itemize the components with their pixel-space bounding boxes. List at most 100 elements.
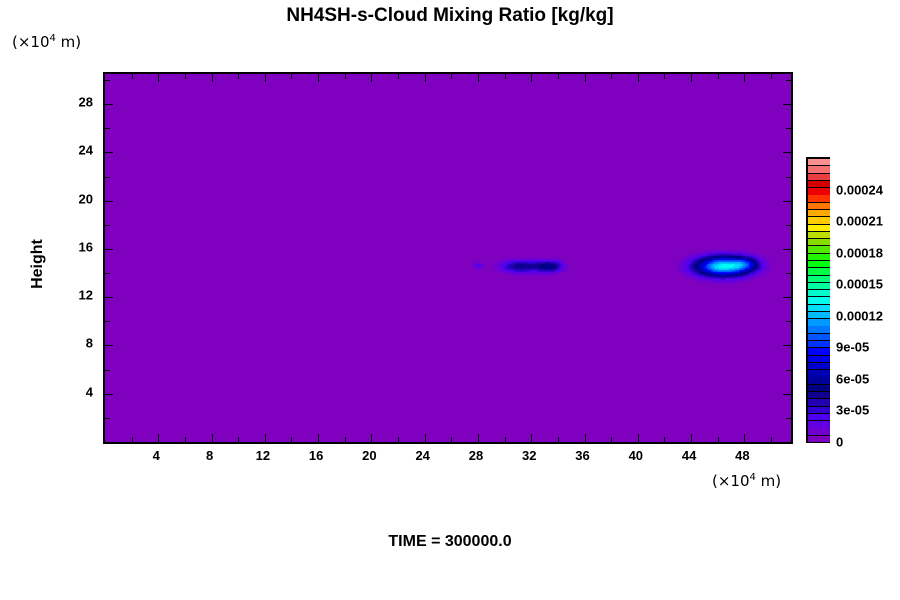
colorbar-band-20 xyxy=(808,290,830,297)
colorbar-band-7 xyxy=(808,384,830,392)
y-tick-right-20 xyxy=(783,201,791,202)
colorbar-band-23 xyxy=(808,268,830,275)
y-tick-right-16 xyxy=(783,249,791,250)
x-tick-48 xyxy=(744,434,745,442)
x-tick-label-28: 28 xyxy=(468,448,484,463)
x-tick-top-22 xyxy=(398,74,399,79)
x-tick-36 xyxy=(585,434,586,442)
x-tick-4 xyxy=(158,434,159,442)
y-tick-label-8: 8 xyxy=(85,335,93,351)
y-tick-right-12 xyxy=(783,297,791,298)
colorbar-band-10 xyxy=(808,362,830,370)
x-tick-top-6 xyxy=(185,74,186,79)
x-tick-top-10 xyxy=(238,74,239,79)
x-tick-top-34 xyxy=(558,74,559,79)
x-tick-top-48 xyxy=(744,74,745,82)
colorbar-band-9 xyxy=(808,370,830,377)
y-tick-label-28: 28 xyxy=(78,94,93,110)
y-tick-right-10 xyxy=(786,321,791,322)
y-axis-title: Height xyxy=(29,239,46,289)
colorbar-band-22 xyxy=(808,275,830,282)
colorbar-tick-label-6: 0.00018 xyxy=(836,245,883,261)
colorbar-band-35 xyxy=(808,180,830,188)
time-annotation: TIME = 300000.0 xyxy=(388,533,512,550)
x-tick-40 xyxy=(638,434,639,442)
x-tick-28 xyxy=(478,434,479,442)
colorbar-band-15 xyxy=(808,326,830,333)
colorbar-tick-label-5: 0.00015 xyxy=(836,276,883,292)
x-tick-12 xyxy=(265,434,266,442)
colorbar-band-24 xyxy=(808,260,830,268)
y-tick-label-16: 16 xyxy=(78,239,93,255)
x-tick-26 xyxy=(451,437,452,442)
x-tick-18 xyxy=(345,437,346,442)
colorbar-band-17 xyxy=(808,311,830,319)
x-tick-2 xyxy=(132,437,133,442)
y-tick-label-20: 20 xyxy=(78,191,93,207)
y-tick-label-24: 24 xyxy=(78,142,93,158)
x-tick-8 xyxy=(212,434,213,442)
x-tick-label-48: 48 xyxy=(735,448,750,463)
y-tick-right-26 xyxy=(786,128,791,129)
colorbar-tick-label-0: 0 xyxy=(836,434,844,450)
colorbar-band-4 xyxy=(808,406,830,413)
y-tick-right-14 xyxy=(786,273,791,274)
colorbar-tick-label-1: 3e-05 xyxy=(836,402,870,418)
x-tick-top-18 xyxy=(345,74,346,79)
x-tick-label-16: 16 xyxy=(308,448,324,463)
y-axis-unit-prefix: (×10 xyxy=(12,33,50,51)
y-tick-8 xyxy=(105,345,113,346)
colorbar-band-18 xyxy=(808,304,830,311)
colorbar-band-32 xyxy=(808,202,830,210)
y-tick-right-8 xyxy=(783,345,791,346)
colorbar-band-26 xyxy=(808,246,830,253)
x-tick-top-20 xyxy=(371,74,372,82)
x-tick-24 xyxy=(425,434,426,442)
y-tick-16 xyxy=(105,249,113,250)
y-tick-18 xyxy=(105,225,110,226)
x-axis-unit-exponent: 4 xyxy=(749,472,756,483)
x-tick-38 xyxy=(611,437,612,442)
y-tick-12 xyxy=(105,297,113,298)
colorbar-band-16 xyxy=(808,319,830,326)
x-tick-label-36: 36 xyxy=(575,448,590,463)
y-tick-30 xyxy=(105,80,110,81)
colorbar-band-8 xyxy=(808,377,830,384)
x-tick-label-12: 12 xyxy=(255,448,271,463)
x-tick-16 xyxy=(318,434,319,442)
x-tick-44 xyxy=(691,434,692,442)
x-axis-unit-suffix: m) xyxy=(755,472,782,490)
colorbar-band-33 xyxy=(808,195,830,202)
y-tick-label-12: 12 xyxy=(78,287,93,303)
heatmap-canvas xyxy=(105,74,791,442)
x-tick-30 xyxy=(505,437,506,442)
plot-area xyxy=(103,72,793,444)
colorbar-band-31 xyxy=(808,209,830,217)
colorbar-tick-label-8: 0.00024 xyxy=(836,182,883,198)
colorbar-band-2 xyxy=(808,421,830,428)
colorbar-band-29 xyxy=(808,224,830,231)
x-tick-top-16 xyxy=(318,74,319,82)
x-tick-label-40: 40 xyxy=(628,448,644,463)
x-tick-42 xyxy=(664,437,665,442)
x-tick-32 xyxy=(531,434,532,442)
y-tick-20 xyxy=(105,201,113,202)
y-axis-unit-exponent: 4 xyxy=(49,33,56,44)
x-tick-top-42 xyxy=(664,74,665,79)
x-tick-label-44: 44 xyxy=(681,448,697,463)
x-tick-top-4 xyxy=(158,74,159,82)
x-tick-top-40 xyxy=(638,74,639,82)
y-tick-right-22 xyxy=(786,177,791,178)
y-tick-26 xyxy=(105,128,110,129)
x-tick-50 xyxy=(771,437,772,442)
y-tick-right-28 xyxy=(783,104,791,105)
y-tick-24 xyxy=(105,152,113,153)
colorbar-band-11 xyxy=(808,355,830,362)
y-tick-2 xyxy=(105,418,110,419)
x-tick-label-24: 24 xyxy=(415,448,430,463)
colorbar-band-37 xyxy=(808,166,830,173)
y-tick-10 xyxy=(105,321,110,322)
x-tick-top-8 xyxy=(212,74,213,82)
colorbar-tick-label-4: 0.00012 xyxy=(836,308,883,324)
colorbar xyxy=(806,157,830,443)
